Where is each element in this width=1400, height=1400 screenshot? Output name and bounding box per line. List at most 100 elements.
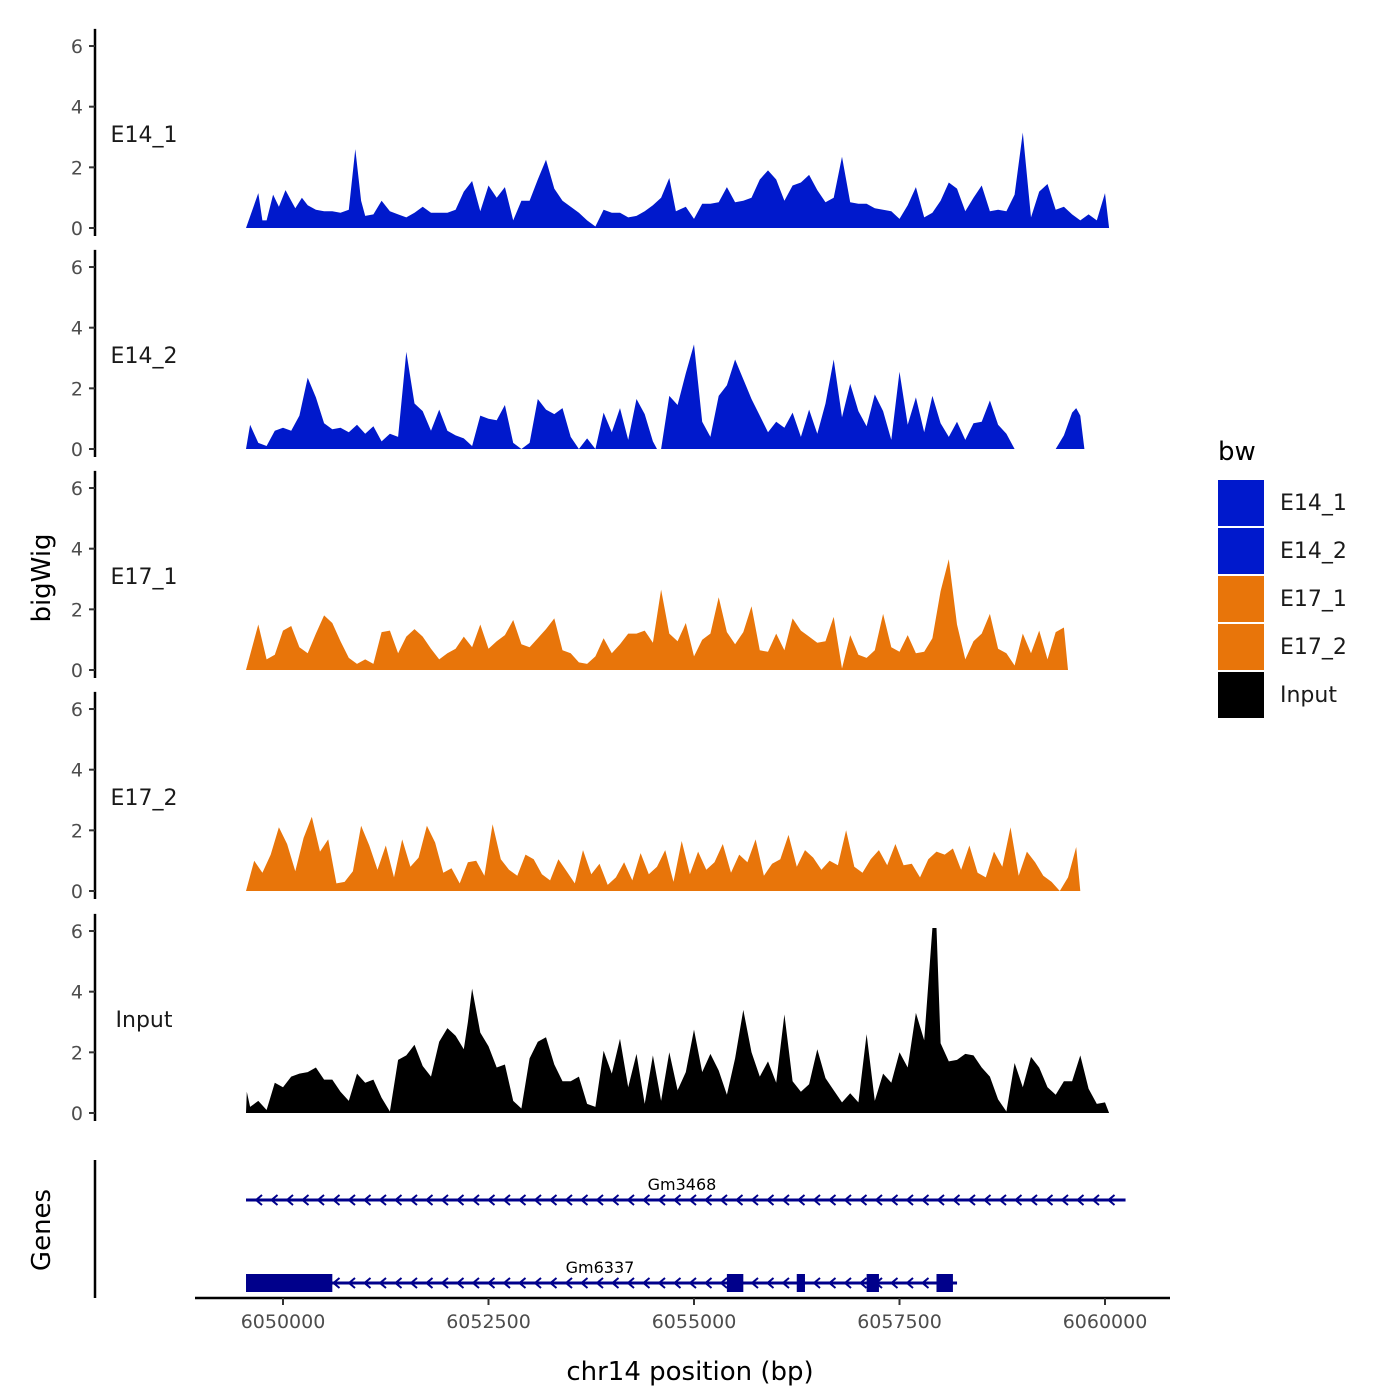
genes-axis-title: Genes bbox=[27, 1189, 57, 1271]
strand-arrow bbox=[316, 1194, 325, 1206]
strand-arrow bbox=[765, 1277, 775, 1289]
strand-arrow bbox=[378, 1194, 387, 1206]
strand-arrow bbox=[455, 1277, 465, 1289]
strand-arrow bbox=[362, 1277, 372, 1289]
x-tick-label: 6052500 bbox=[446, 1311, 531, 1333]
y-tick-label: 2 bbox=[71, 378, 83, 400]
strand-arrow bbox=[765, 1194, 775, 1206]
y-tick-label: 4 bbox=[71, 539, 83, 561]
track-panel-e17-2: 0 2 4 6 E17_2 bbox=[71, 691, 1081, 903]
strand-arrow bbox=[672, 1194, 682, 1206]
strand-arrow bbox=[657, 1277, 666, 1289]
strand-arrow bbox=[564, 1277, 573, 1289]
y-tick-label: 2 bbox=[71, 157, 83, 179]
exon-block bbox=[796, 1274, 805, 1292]
track-label: E14_1 bbox=[111, 123, 178, 148]
strand-arrow bbox=[734, 1194, 744, 1206]
strand-arrow bbox=[843, 1277, 852, 1289]
strand-arrow bbox=[471, 1194, 480, 1206]
strand-arrow bbox=[920, 1194, 930, 1206]
track-panel-e14-2: 0 2 4 6 E14_2 bbox=[71, 249, 1085, 461]
y-tick-label: 4 bbox=[71, 97, 83, 119]
gene-gm6337: Gm6337 bbox=[246, 1258, 958, 1292]
strand-arrow bbox=[874, 1194, 883, 1206]
y-tick-label: 4 bbox=[71, 760, 83, 782]
strand-arrow bbox=[1091, 1194, 1100, 1206]
strand-arrow bbox=[517, 1277, 527, 1289]
strand-arrow bbox=[688, 1194, 697, 1206]
coverage-area-input bbox=[246, 928, 1110, 1113]
strand-arrow bbox=[1029, 1194, 1038, 1206]
strand-arrow bbox=[331, 1194, 341, 1206]
exon-block bbox=[936, 1274, 953, 1292]
coverage-area-e14-1 bbox=[246, 132, 1110, 228]
strand-arrow bbox=[920, 1277, 930, 1289]
x-axis: 6050000 6052500 6055000 6057500 6060000 bbox=[195, 1296, 1170, 1333]
strand-arrow bbox=[889, 1277, 899, 1289]
strand-arrow bbox=[905, 1277, 914, 1289]
strand-arrow bbox=[595, 1194, 604, 1206]
strand-arrow bbox=[812, 1277, 821, 1289]
legend-swatch-input bbox=[1218, 672, 1264, 718]
gene-name-label: Gm6337 bbox=[566, 1258, 635, 1277]
strand-arrow bbox=[703, 1277, 713, 1289]
strand-arrow bbox=[548, 1194, 558, 1206]
exon-block bbox=[866, 1274, 879, 1292]
track-panel-e17-1: 0 2 4 6 E17_1 bbox=[71, 470, 1068, 682]
strand-arrow bbox=[533, 1277, 542, 1289]
strand-arrow bbox=[440, 1277, 449, 1289]
strand-arrow bbox=[393, 1277, 403, 1289]
strand-arrow bbox=[533, 1194, 542, 1206]
strand-arrow bbox=[1060, 1194, 1069, 1206]
strand-arrow bbox=[858, 1277, 868, 1289]
strand-arrow bbox=[1013, 1194, 1023, 1206]
strand-arrow bbox=[331, 1277, 341, 1289]
coverage-area-e14-2 bbox=[246, 344, 1085, 449]
strand-arrow bbox=[719, 1194, 728, 1206]
legend-swatch-e14-1 bbox=[1218, 480, 1264, 526]
y-axis-title: bigWig bbox=[27, 533, 57, 622]
strand-arrow bbox=[409, 1194, 418, 1206]
y-tick-label: 0 bbox=[71, 439, 83, 461]
y-tick-label: 2 bbox=[71, 1042, 83, 1064]
strand-arrow bbox=[424, 1277, 434, 1289]
strand-arrow bbox=[641, 1277, 651, 1289]
strand-arrow bbox=[347, 1277, 356, 1289]
strand-arrow bbox=[967, 1194, 976, 1206]
strand-arrow bbox=[781, 1194, 790, 1206]
x-tick-label: 6055000 bbox=[652, 1311, 737, 1333]
x-axis-title: chr14 position (bp) bbox=[566, 1357, 813, 1387]
y-tick-label: 6 bbox=[71, 36, 83, 58]
gene-gm3468: Gm3468 bbox=[246, 1175, 1126, 1206]
strand-arrow bbox=[300, 1194, 310, 1206]
gene-name-label: Gm3468 bbox=[648, 1175, 717, 1194]
strand-arrow bbox=[502, 1277, 511, 1289]
track-label: Input bbox=[116, 1008, 173, 1033]
strand-arrow bbox=[905, 1194, 914, 1206]
gene-panel: Gm3468 Gm6337 bbox=[93, 1160, 1126, 1298]
strand-arrow bbox=[672, 1277, 682, 1289]
exon-block bbox=[246, 1274, 333, 1292]
strand-arrow bbox=[548, 1277, 558, 1289]
strand-arrow bbox=[254, 1194, 263, 1206]
y-tick-label: 0 bbox=[71, 881, 83, 903]
strand-arrow bbox=[347, 1194, 356, 1206]
y-tick-label: 2 bbox=[71, 820, 83, 842]
y-tick-label: 6 bbox=[71, 257, 83, 279]
y-tick-label: 0 bbox=[71, 1103, 83, 1125]
strand-arrow bbox=[502, 1194, 511, 1206]
y-tick-label: 6 bbox=[71, 699, 83, 721]
exon-block bbox=[726, 1274, 744, 1292]
strand-arrow bbox=[610, 1194, 620, 1206]
strand-arrow bbox=[471, 1277, 480, 1289]
strand-arrow bbox=[486, 1277, 496, 1289]
strand-arrow bbox=[982, 1194, 992, 1206]
strand-arrow bbox=[378, 1277, 387, 1289]
strand-arrow bbox=[858, 1194, 868, 1206]
strand-arrow bbox=[595, 1277, 604, 1289]
y-tick-label: 6 bbox=[71, 921, 83, 943]
strand-arrow bbox=[626, 1277, 635, 1289]
track-panels: 0 2 4 6 E14_1 0 2 4 6 E14_2 0 2 4 6 E17_1 0 2 4 6 E17_2 0 2 4 6… bbox=[71, 28, 1110, 1125]
legend-label-e17-2: E17_2 bbox=[1280, 635, 1347, 660]
